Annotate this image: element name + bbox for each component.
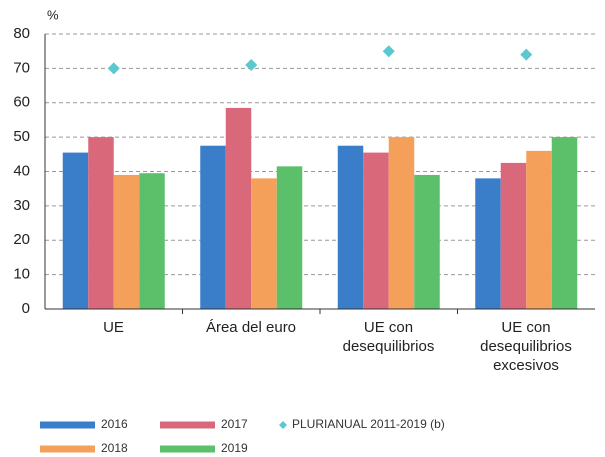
x-tick-label: UE con desequilibrios xyxy=(342,319,435,355)
legend-swatch xyxy=(40,421,95,429)
bar xyxy=(388,137,415,309)
y-tick-label: 60 xyxy=(13,94,30,111)
bar xyxy=(414,174,440,309)
bar xyxy=(139,173,165,309)
diamond-marker xyxy=(520,48,533,61)
bar xyxy=(225,107,252,309)
y-tick-label: 10 xyxy=(13,266,30,283)
legend-label: PLURIANUAL 2011-2019 (b) xyxy=(292,417,445,431)
bar xyxy=(475,178,501,309)
legend-label: 2018 xyxy=(101,441,128,455)
bar xyxy=(551,137,578,309)
legend-swatch xyxy=(160,421,215,429)
x-tick-label: UE xyxy=(103,319,124,336)
y-tick-label: 80 xyxy=(13,25,30,42)
bar xyxy=(363,152,389,309)
legend-label: 2017 xyxy=(221,417,248,431)
x-tick-label: Área del euro xyxy=(205,319,297,336)
y-tick-label: 50 xyxy=(13,128,30,145)
diamond-marker xyxy=(107,62,120,75)
diamond-marker xyxy=(382,45,395,58)
bar xyxy=(337,145,364,309)
legend-label: 2016 xyxy=(101,417,128,431)
bar xyxy=(200,145,226,309)
legend-swatch xyxy=(160,445,215,453)
legend-marker xyxy=(279,421,287,429)
y-tick-label: 70 xyxy=(13,59,30,76)
legend-swatch xyxy=(40,445,95,453)
legend-label: 2019 xyxy=(221,441,248,455)
bar xyxy=(500,162,527,309)
bar xyxy=(88,137,114,309)
bar xyxy=(113,174,140,309)
y-tick-label: 30 xyxy=(13,197,30,214)
bar xyxy=(251,178,277,309)
y-tick-label: 20 xyxy=(13,231,30,248)
bar xyxy=(276,166,303,309)
y-axis-label: % xyxy=(47,7,59,22)
y-tick-label: 40 xyxy=(13,162,30,179)
y-tick-label: 0 xyxy=(22,300,30,317)
x-tick-label: UE con desequilibrios excesivos xyxy=(480,319,572,374)
bar xyxy=(526,150,552,309)
bar xyxy=(62,152,89,309)
diamond-marker xyxy=(245,58,258,71)
